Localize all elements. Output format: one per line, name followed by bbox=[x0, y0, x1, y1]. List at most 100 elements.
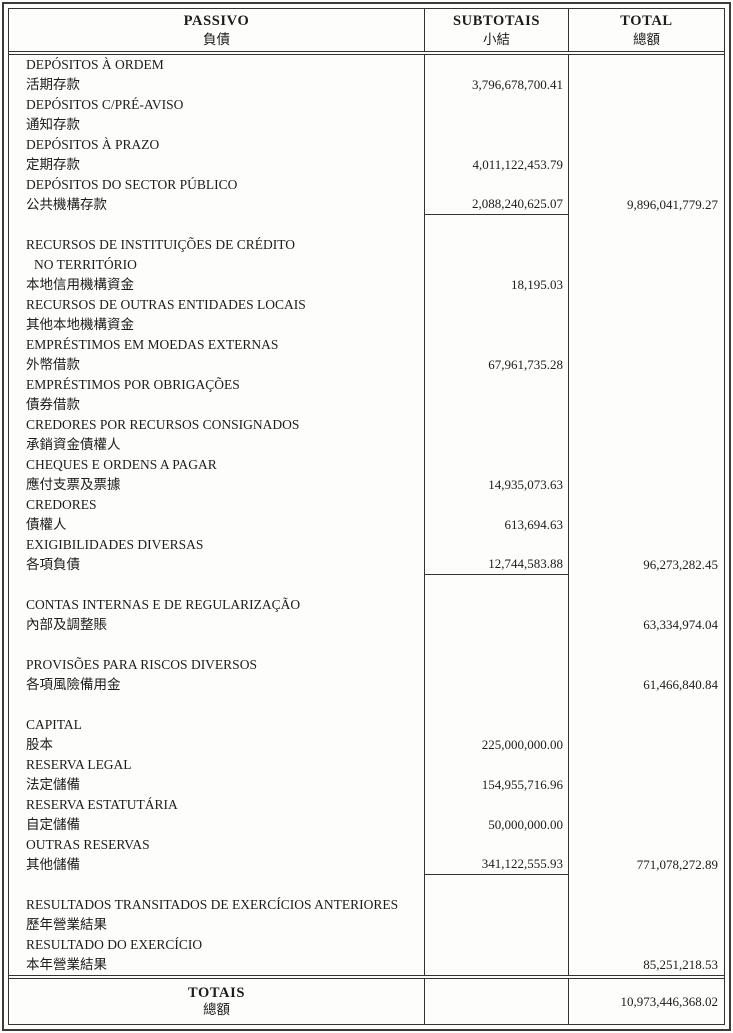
row-label: DEPÓSITOS C/PRÉ-AVISO bbox=[26, 97, 184, 112]
subtotal-value bbox=[424, 435, 569, 455]
row-label: 本年營業結果 bbox=[26, 957, 107, 972]
subtotal-value bbox=[424, 495, 569, 515]
row-label: CHEQUES E ORDENS A PAGAR bbox=[26, 457, 217, 472]
row-label: DEPÓSITOS À PRAZO bbox=[26, 137, 160, 152]
spacer-row bbox=[9, 875, 724, 895]
table-row: OUTRAS RESERVAS bbox=[9, 835, 724, 855]
total-value bbox=[569, 515, 724, 535]
total-value bbox=[569, 475, 724, 495]
row-label: EMPRÉSTIMOS EM MOEDAS EXTERNAS bbox=[26, 337, 279, 352]
total-value bbox=[569, 815, 724, 835]
table-row: 各項負債 12,744,583.88 96,273,282.45 bbox=[9, 555, 724, 575]
table-row: 各項風險備用金 61,466,840.84 bbox=[9, 675, 724, 695]
table-row: EMPRÉSTIMOS POR OBRIGAÇÕES bbox=[9, 375, 724, 395]
total-value: 771,078,272.89 bbox=[636, 857, 718, 872]
row-label: 內部及調整賬 bbox=[26, 617, 107, 632]
table-row: 內部及調整賬 63,334,974.04 bbox=[9, 615, 724, 635]
total-value bbox=[569, 455, 724, 475]
subtotal-value bbox=[424, 175, 569, 195]
spacer-row bbox=[9, 215, 724, 235]
total-value bbox=[569, 315, 724, 335]
subtotal-value: 613,694.63 bbox=[424, 515, 569, 535]
total-value bbox=[569, 55, 724, 75]
total-value bbox=[569, 415, 724, 435]
row-label: RESULTADO DO EXERCÍCIO bbox=[26, 937, 203, 952]
total-value bbox=[569, 335, 724, 355]
total-value: 85,251,218.53 bbox=[643, 957, 718, 972]
row-label: 歷年營業結果 bbox=[26, 917, 107, 932]
row-label bbox=[9, 875, 424, 895]
total-value bbox=[569, 255, 724, 275]
table-row: CONTAS INTERNAS E DE REGULARIZAÇÃO bbox=[9, 595, 724, 615]
header-subtotais-zh: 小結 bbox=[483, 31, 510, 47]
row-label: EXIGIBILIDADES DIVERSAS bbox=[26, 537, 204, 552]
row-label: 各項負債 bbox=[26, 557, 80, 572]
row-label: DEPÓSITOS DO SECTOR PÚBLICO bbox=[26, 177, 238, 192]
subtotal-value bbox=[424, 615, 569, 635]
spacer-row bbox=[9, 575, 724, 595]
subtotal-value: 12,744,583.88 bbox=[424, 555, 569, 575]
subtotal-value bbox=[424, 335, 569, 355]
row-label: 通知存款 bbox=[26, 117, 80, 132]
subtotal-value: 225,000,000.00 bbox=[424, 735, 569, 755]
total-value bbox=[569, 655, 724, 675]
row-label: RESERVA ESTATUTÁRIA bbox=[26, 797, 178, 812]
row-label: 債權人 bbox=[26, 517, 67, 532]
row-label: EMPRÉSTIMOS POR OBRIGAÇÕES bbox=[26, 377, 240, 392]
table-row: 其他儲備 341,122,555.93 771,078,272.89 bbox=[9, 855, 724, 875]
subtotal-value: 50,000,000.00 bbox=[424, 815, 569, 835]
subtotal-value bbox=[424, 395, 569, 415]
table-row: EXIGIBILIDADES DIVERSAS bbox=[9, 535, 724, 555]
total-value bbox=[569, 895, 724, 915]
subtotal-value: 2,088,240,625.07 bbox=[424, 195, 569, 215]
table-row: EMPRÉSTIMOS EM MOEDAS EXTERNAS bbox=[9, 335, 724, 355]
table-row: RECURSOS DE OUTRAS ENTIDADES LOCAIS bbox=[9, 295, 724, 315]
row-label: RESERVA LEGAL bbox=[26, 757, 132, 772]
subtotal-value bbox=[424, 835, 569, 855]
subtotal-value bbox=[424, 95, 569, 115]
row-label bbox=[9, 695, 424, 715]
header-passivo: PASSIVO 負債 bbox=[9, 9, 424, 51]
total-value bbox=[569, 835, 724, 855]
totals-label-zh: 總額 bbox=[203, 1002, 230, 1018]
subtotal-value bbox=[424, 375, 569, 395]
grand-total-value: 10,973,446,368.02 bbox=[620, 993, 719, 1009]
total-value bbox=[569, 295, 724, 315]
row-label: 自定儲備 bbox=[26, 817, 80, 832]
subtotal-value bbox=[424, 935, 569, 955]
total-value bbox=[569, 595, 724, 615]
header-subtotais-pt: SUBTOTAIS bbox=[452, 12, 541, 29]
table-row: DEPÓSITOS C/PRÉ-AVISO bbox=[9, 95, 724, 115]
subtotal-value bbox=[424, 915, 569, 935]
total-value bbox=[569, 75, 724, 95]
table-row: CREDORES POR RECURSOS CONSIGNADOS bbox=[9, 415, 724, 435]
row-label: 法定儲備 bbox=[26, 777, 80, 792]
subtotal-value bbox=[424, 455, 569, 475]
table-row: 本地信用機構資金 18,195.03 bbox=[9, 275, 724, 295]
total-value bbox=[569, 795, 724, 815]
total-value: 96,273,282.45 bbox=[643, 557, 718, 572]
row-label: 債券借款 bbox=[26, 397, 80, 412]
row-label: NO TERRITÓRIO bbox=[34, 257, 137, 272]
row-label bbox=[9, 215, 424, 235]
table-row: RESERVA LEGAL bbox=[9, 755, 724, 775]
subtotal-value bbox=[424, 295, 569, 315]
totals-row: TOTAIS 總額 10,973,446,368.02 bbox=[9, 979, 724, 1024]
table-row: RESERVA ESTATUTÁRIA bbox=[9, 795, 724, 815]
subtotal-value: 18,195.03 bbox=[424, 275, 569, 295]
row-label: 外幣借款 bbox=[26, 357, 80, 372]
subtotal-value bbox=[424, 635, 569, 655]
row-label: 其他儲備 bbox=[26, 857, 80, 872]
row-label: 公共機構存款 bbox=[26, 197, 107, 212]
total-value bbox=[569, 915, 724, 935]
row-label: CAPITAL bbox=[26, 717, 82, 732]
total-value bbox=[569, 215, 724, 235]
subtotal-value bbox=[424, 595, 569, 615]
subtotal-value bbox=[424, 255, 569, 275]
subtotal-value bbox=[424, 135, 569, 155]
subtotal-value bbox=[424, 895, 569, 915]
total-value bbox=[569, 135, 724, 155]
table-row: RECURSOS DE INSTITUIÇÕES DE CRÉDITO bbox=[9, 235, 724, 255]
total-value bbox=[569, 695, 724, 715]
total-value bbox=[569, 115, 724, 135]
